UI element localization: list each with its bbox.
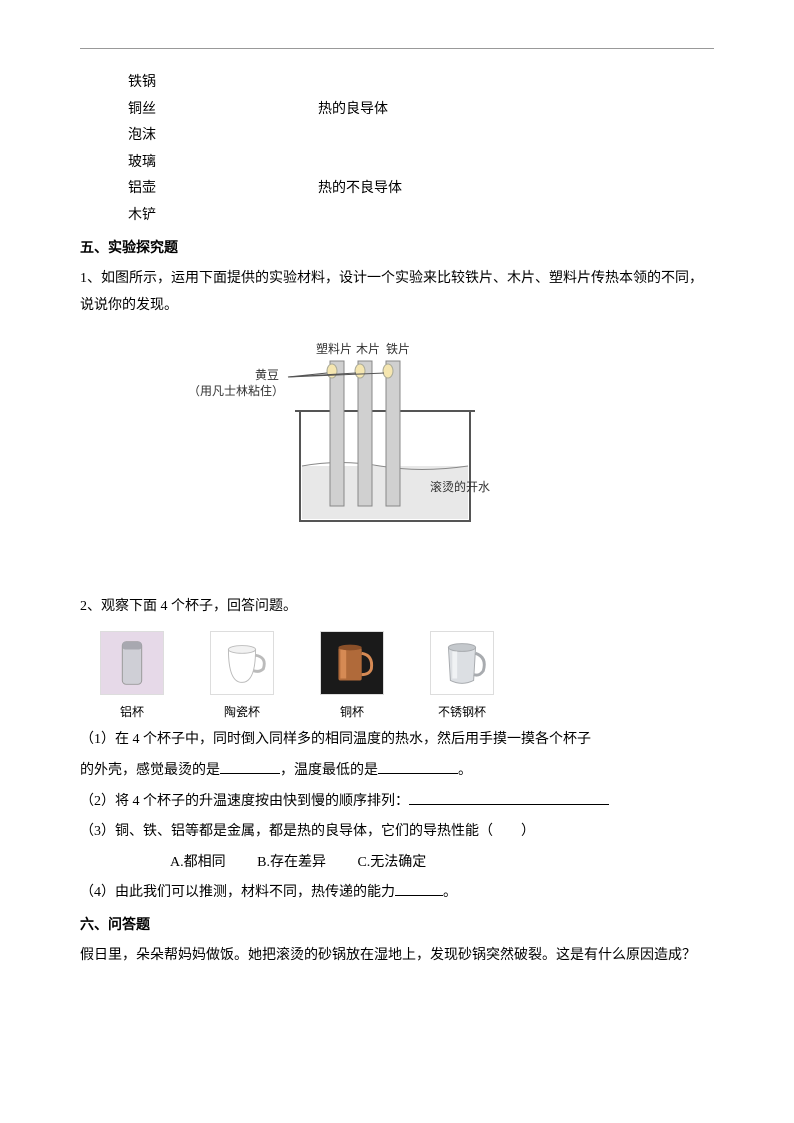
label-glue: （用凡士林粘住） xyxy=(188,383,284,398)
item-category: 热的良导体 xyxy=(318,97,388,124)
item-text: 铜丝 xyxy=(128,97,318,124)
text: 的外壳，感觉最烫的是 xyxy=(80,763,220,778)
question-5-2-1b: 的外壳，感觉最烫的是 ，温度最低的是 。 xyxy=(80,758,714,785)
blank-input[interactable] xyxy=(378,760,458,774)
blank-input[interactable] xyxy=(409,791,609,805)
blank-input[interactable] xyxy=(220,760,280,774)
item-category: 热的不良导体 xyxy=(318,176,402,203)
cups-row: 铝杯 陶瓷杯 铜杯 不锈钢杯 xyxy=(100,631,714,724)
text: 。 xyxy=(443,885,457,900)
item-text: 木铲 xyxy=(128,203,156,230)
cup-steel: 不锈钢杯 xyxy=(430,631,494,724)
item-text: 铁锅 xyxy=(128,70,156,97)
question-5-1: 1、如图所示，运用下面提供的实验材料，设计一个实验来比较铁片、木片、塑料片传热本… xyxy=(80,266,714,319)
label-bean: 黄豆 xyxy=(255,368,279,382)
cup-label: 铜杯 xyxy=(340,701,364,724)
list-item: 玻璃 xyxy=(128,150,714,177)
text: 。 xyxy=(458,763,472,778)
question-5-2-3-options: A.都相同 B.存在差异 C.无法确定 xyxy=(80,850,714,877)
material-list: 铁锅 铜丝 热的良导体 泡沫 玻璃 铝壶 热的不良导体 木铲 xyxy=(80,70,714,230)
item-text: 铝壶 xyxy=(128,176,318,203)
cup-copper: 铜杯 xyxy=(320,631,384,724)
label-wood: 木片 xyxy=(356,342,380,356)
cup-steel-icon xyxy=(430,631,494,695)
text: （4）由此我们可以推测，材料不同，热传递的能力 xyxy=(80,885,395,900)
blank-input[interactable] xyxy=(395,882,443,896)
question-5-2-2: （2）将 4 个杯子的升温速度按由快到慢的顺序排列： xyxy=(80,789,714,816)
list-item: 木铲 xyxy=(128,203,714,230)
cup-aluminum-icon xyxy=(100,631,164,695)
section-6-title: 六、问答题 xyxy=(80,913,714,940)
cup-copper-icon xyxy=(320,631,384,695)
text: （2）将 4 个杯子的升温速度按由快到慢的顺序排列： xyxy=(80,794,409,809)
item-text: 玻璃 xyxy=(128,150,156,177)
label-plastic: 塑料片 xyxy=(316,341,352,356)
option-a[interactable]: A.都相同 xyxy=(170,855,226,870)
question-5-2-4: （4）由此我们可以推测，材料不同，热传递的能力 。 xyxy=(80,880,714,907)
item-text: 泡沫 xyxy=(128,123,156,150)
label-water: 滚烫的开水 xyxy=(430,479,490,494)
cup-aluminum: 铝杯 xyxy=(100,631,164,724)
list-item: 铝壶 热的不良导体 xyxy=(128,176,714,203)
question-6: 假日里，朵朵帮妈妈做饭。她把滚烫的砂锅放在湿地上，发现砂锅突然破裂。这是有什么原… xyxy=(80,943,714,970)
list-item: 泡沫 xyxy=(128,123,714,150)
list-item: 铜丝 热的良导体 xyxy=(128,97,714,124)
label-iron: 铁片 xyxy=(386,342,410,356)
text: ，温度最低的是 xyxy=(280,763,378,778)
option-c[interactable]: C.无法确定 xyxy=(357,855,426,870)
cup-label: 铝杯 xyxy=(120,701,144,724)
question-5-2-1a: （1）在 4 个杯子中，同时倒入同样多的相同温度的热水，然后用手摸一摸各个杯子 xyxy=(80,727,714,754)
list-item: 铁锅 xyxy=(128,70,714,97)
option-b[interactable]: B.存在差异 xyxy=(257,855,326,870)
cup-ceramic-icon xyxy=(210,631,274,695)
section-5-title: 五、实验探究题 xyxy=(80,236,714,263)
question-5-2-3: （3）铜、铁、铝等都是金属，都是热的良导体，它们的导热性能（ ） xyxy=(80,819,714,846)
question-5-2-intro: 2、观察下面 4 个杯子，回答问题。 xyxy=(80,594,714,621)
experiment-diagram: 塑料片 木片 铁片 黄豆 （用凡士林粘住） 滚烫的开水 xyxy=(180,331,520,541)
cup-label: 不锈钢杯 xyxy=(438,701,486,724)
cup-ceramic: 陶瓷杯 xyxy=(210,631,274,724)
cup-label: 陶瓷杯 xyxy=(224,701,260,724)
